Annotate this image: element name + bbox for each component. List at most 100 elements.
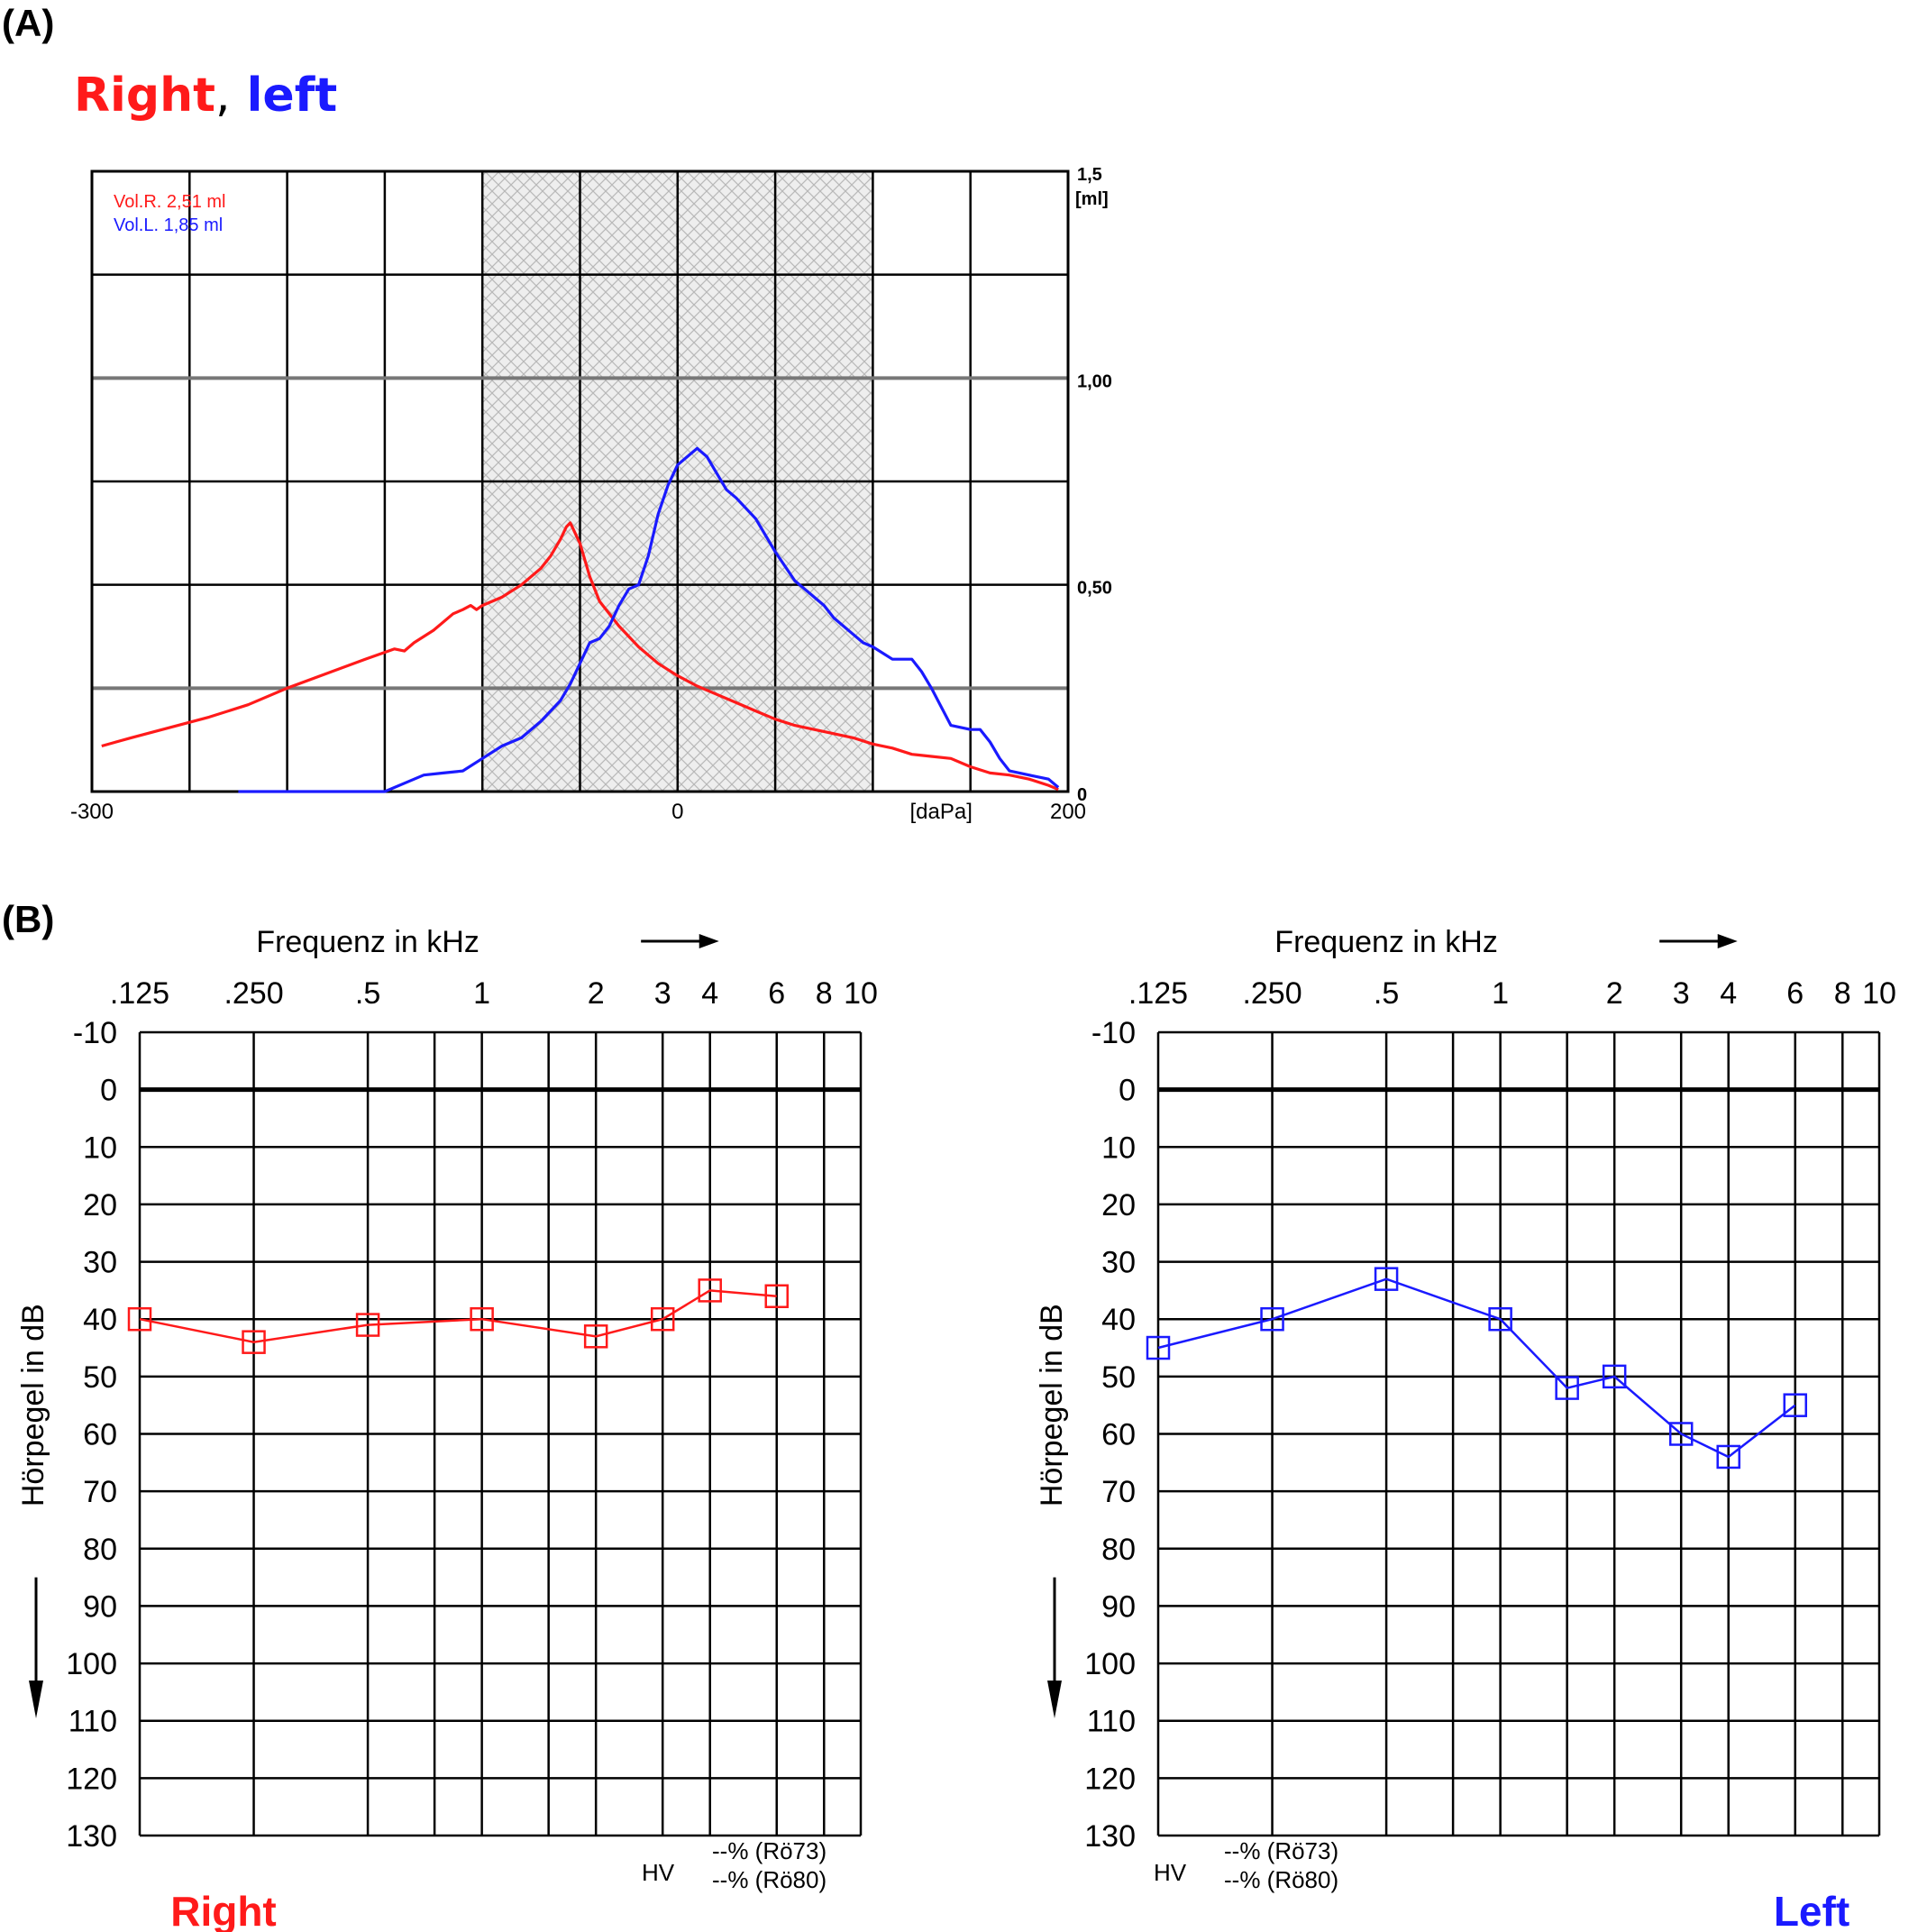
legend-title: Right, left: [74, 69, 337, 123]
audiogram-db-label: 90: [83, 1589, 117, 1624]
tympanogram-series-left: [238, 446, 1060, 793]
audiogram-freq-label: .5: [1374, 976, 1399, 1011]
audiogram-hv-label: HV: [1154, 1859, 1187, 1886]
audiogram-freq-label: 4: [701, 976, 718, 1011]
audiogram-db-label: 100: [66, 1647, 117, 1681]
audiogram-side-label: Right: [170, 1888, 277, 1932]
audiogram-db-label: 90: [1101, 1589, 1136, 1624]
audiogram-threshold-marker: [764, 1284, 789, 1309]
tympanogram-frame: [90, 169, 1070, 793]
level-arrowhead-icon: [1047, 1680, 1062, 1718]
audiogram-title: Frequenz in kHz: [1274, 925, 1498, 959]
audiogram-freq-label: 2: [588, 976, 605, 1011]
audiogram-db-label: 70: [83, 1475, 117, 1509]
audiogram-db-label: 100: [1084, 1647, 1136, 1681]
audiogram-side-label: Left: [1774, 1888, 1850, 1932]
audiogram-freq-label: 8: [1834, 976, 1851, 1011]
audiogram-hv-label: HV: [642, 1859, 675, 1886]
audiogram-db-label: 120: [1084, 1762, 1136, 1796]
audiogram-db-label: 60: [1101, 1418, 1136, 1452]
audiogram-right-chart: .125 .250 .5 1 2 3 4 6 8 10 Frequenz in kHz -10 0 10 2…: [16, 925, 878, 1932]
audiogram-threshold-marker: [1668, 1422, 1694, 1446]
audiogram-threshold-marker: [242, 1330, 266, 1354]
audiogram-db-label: -10: [1091, 1016, 1136, 1050]
audiogram-freq-label: 8: [816, 976, 833, 1011]
frequency-arrowhead-icon: [1717, 934, 1738, 948]
audiogram-freq-label: 10: [844, 976, 878, 1011]
audiogram-db-label: 40: [83, 1303, 117, 1337]
audiogram-db-label: -10: [73, 1016, 117, 1050]
tympanogram-xtick-label: -300: [70, 800, 114, 824]
panel-a-label: (A): [2, 2, 55, 44]
audiogram-freq-label: 6: [1786, 976, 1804, 1011]
audiogram-db-label: 10: [83, 1131, 117, 1165]
audiogram-db-label: 0: [1119, 1074, 1136, 1108]
audiogram-threshold-line: [139, 1289, 777, 1343]
audiogram-freq-label: .250: [224, 976, 283, 1011]
audiogram-threshold-marker: [127, 1306, 152, 1332]
tympanogram-series-right: [101, 521, 1059, 792]
audiogram-freq-label: 3: [1673, 976, 1690, 1011]
legend-title-right: Right: [74, 69, 215, 123]
audiogram-db-label: 110: [1087, 1705, 1136, 1739]
audiogram-freq-label: .125: [110, 976, 169, 1011]
tympanogram-xunit-label: [daPa]: [910, 800, 973, 824]
audiogram-freq-label: .5: [355, 976, 380, 1011]
audiogram-footer-rö80: --% (Rö80): [712, 1866, 827, 1893]
audiogram-db-label: 130: [66, 1819, 117, 1854]
audiogram-db-label: 50: [1101, 1360, 1136, 1395]
audiogram-ylabel: Hörpegel in dB: [1035, 1304, 1069, 1506]
tympanogram-xtick-label: 0: [671, 800, 683, 824]
audiogram-freq-label: 4: [1720, 976, 1737, 1011]
tympanogram-volume-annotation: Vol.R. 2,51 ml: [114, 192, 226, 212]
audiogram-threshold-marker: [1555, 1376, 1579, 1400]
audiogram-threshold-marker: [650, 1306, 675, 1332]
legend-title-comma: ,: [215, 69, 231, 123]
audiogram-db-label: 30: [83, 1246, 117, 1280]
audiogram-threshold-marker: [355, 1313, 380, 1337]
audiogram-freq-label: 1: [1492, 976, 1509, 1011]
audiogram-threshold-marker: [583, 1324, 608, 1349]
audiogram-db-label: 80: [1101, 1533, 1136, 1567]
audiogram-db-label: 130: [1084, 1819, 1136, 1854]
tympanogram-ytick-label: 0,50: [1077, 579, 1112, 599]
audiogram-footer-rö73: --% (Rö73): [1224, 1837, 1338, 1864]
audiogram-left-chart: .125 .250 .5 1 2 3 4 6 8 10 Frequenz in kHz -10 0 10 2…: [1035, 925, 1896, 1932]
audiogram-threshold-marker: [1146, 1335, 1171, 1360]
audiogram-db-label: 20: [1101, 1188, 1136, 1222]
audiogram-db-label: 40: [1101, 1303, 1136, 1337]
audiogram-db-label: 20: [83, 1188, 117, 1222]
audiogram-db-label: 110: [68, 1705, 117, 1739]
tympanogram-yunit-label: [ml]: [1075, 189, 1109, 209]
audiogram-freq-label: .250: [1242, 976, 1302, 1011]
audiogram-db-label: 50: [83, 1360, 117, 1395]
panel-b-label: (B): [2, 898, 55, 940]
audiogram-db-label: 120: [66, 1762, 117, 1796]
audiogram-title: Frequenz in kHz: [256, 925, 480, 959]
audiogram-freq-label: .125: [1128, 976, 1188, 1011]
audiogram-footer-rö80: --% (Rö80): [1224, 1866, 1338, 1893]
audiogram-threshold-marker: [1260, 1306, 1284, 1332]
tympanogram-ytick-label: 0: [1077, 785, 1087, 805]
audiogram-freq-label: 3: [654, 976, 671, 1011]
audiogram-threshold-marker: [1716, 1444, 1740, 1470]
audiogram-footer-rö73: --% (Rö73): [712, 1837, 827, 1864]
audiogram-threshold-marker: [1602, 1364, 1627, 1389]
audiogram-ylabel: Hörpegel in dB: [16, 1304, 50, 1506]
audiogram-db-label: 0: [100, 1074, 117, 1108]
audiogram-db-label: 60: [83, 1418, 117, 1452]
audiogram-threshold-marker: [698, 1278, 722, 1303]
audiogram-threshold-marker: [1374, 1267, 1399, 1291]
tympanogram-ytick-label: 1,5: [1077, 165, 1102, 185]
audiogram-freq-label: 1: [473, 976, 490, 1011]
audiogram-freq-label: 10: [1862, 976, 1896, 1011]
audiogram-db-label: 70: [1101, 1475, 1136, 1509]
legend-title-left: left: [246, 69, 338, 123]
audiogram-threshold-line: [1157, 1277, 1796, 1459]
audiogram-freq-label: 2: [1606, 976, 1623, 1011]
audiogram-db-label: 10: [1101, 1131, 1136, 1165]
audiogram-threshold-marker: [1488, 1306, 1512, 1332]
tympanogram-xtick-label: 200: [1050, 800, 1086, 824]
tympanogram-ytick-label: 1,00: [1077, 371, 1112, 391]
audiogram-db-label: 30: [1101, 1246, 1136, 1280]
